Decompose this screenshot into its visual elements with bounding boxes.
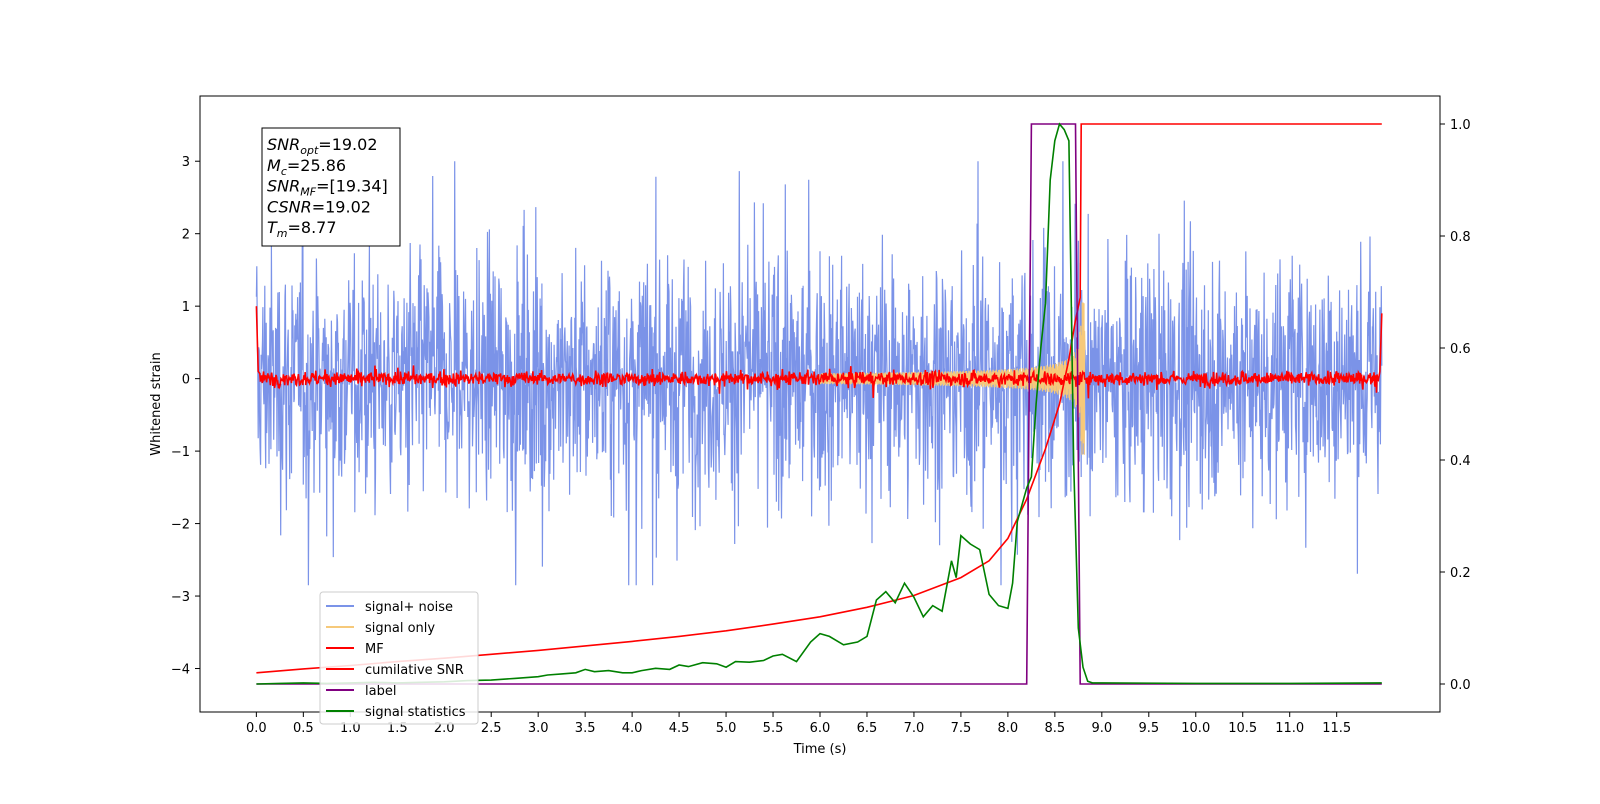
x-tick-label: 2.0 [434,721,455,736]
annotation-line: CSNR=19.02 [267,197,371,216]
y2-tick-label: 0.0 [1450,678,1471,693]
series-line-mf [255,306,1383,399]
series-line-label [256,123,1382,685]
y-tick-label: 3 [182,155,190,170]
legend-label-signal-only: signal only [365,621,435,636]
x-tick-label: 11.5 [1322,721,1351,736]
x-tick-label: 10.5 [1228,721,1257,736]
x-tick-label: 0.5 [293,721,314,736]
legend-label-signal-noise: signal+ noise [365,600,453,615]
annotation-frame [261,127,401,247]
x-tick-label: 11.0 [1275,721,1304,736]
x-tick-label: 5.0 [716,721,737,736]
annotation-box: SNRopt=19.02Mc=25.86SNRMF=[19.34]CSNR=19… [261,127,401,247]
y2-tick-label: 0.2 [1450,566,1471,581]
x-tick-label: 4.0 [622,721,643,736]
y-tick-label: −2 [171,518,190,533]
legend-label-signal-statistics: signal statistics [365,705,466,720]
y2-tick-label: 0.4 [1450,454,1471,469]
annotation-line: SNRMF=[19.34] [267,177,388,199]
y2-tick-label: 1.0 [1450,118,1471,133]
series-line-signal-noise [255,161,1383,586]
y-axis-label: Whitened strain [149,352,164,455]
annotation-line: SNRopt=19.02 [267,135,378,157]
legend-frame [319,591,479,725]
annotation-line: Mc=25.86 [267,156,346,178]
x-tick-label: 0.0 [246,721,267,736]
legend: signal+ noise signal only MF cumilative SNR… [319,591,479,725]
legend-label-mf: MF [365,642,384,657]
y-tick-label: 0 [182,373,190,388]
legend-label-cumilative-snr: cumilative SNR [365,663,464,678]
x-tick-label: 1.5 [387,721,408,736]
x-tick-label: 3.0 [528,721,549,736]
x-tick-label: 7.5 [951,721,972,736]
series-line-signal-statistics [256,122,1382,685]
x-axis-label: Time (s) [793,742,847,757]
x-tick-label: 4.5 [669,721,690,736]
x-tick-label: 2.5 [481,721,502,736]
legend-label-label: label [365,684,396,699]
x-tick-label: 9.0 [1091,721,1112,736]
y-tick-label: −4 [171,663,190,678]
x-tick-label: 1.0 [340,721,361,736]
series-layer [255,122,1383,685]
x-tick-label: 6.5 [857,721,878,736]
x-tick-label: 10.0 [1181,721,1210,736]
y-tick-label: −1 [171,445,190,460]
x-tick-label: 7.0 [904,721,925,736]
annotation-line: Tm=8.77 [267,218,337,240]
x-tick-label: 9.5 [1138,721,1159,736]
x-tick-label: 8.0 [998,721,1019,736]
y2-tick-label: 0.8 [1450,230,1471,245]
x-tick-label: 8.5 [1045,721,1066,736]
y-tick-label: −3 [171,590,190,605]
axes-layer: 0.0 0.5 1.0 1.5 2.0 2.5 3.0 3.5 4.0 4.5 5.0 5.5 6.0 6… [171,118,1471,736]
y2-tick-label: 0.6 [1450,342,1471,357]
x-tick-label: 5.5 [763,721,784,736]
y-tick-label: 1 [182,300,190,315]
y-tick-label: 2 [182,228,190,243]
x-tick-label: 3.5 [575,721,596,736]
x-tick-label: 6.0 [810,721,831,736]
